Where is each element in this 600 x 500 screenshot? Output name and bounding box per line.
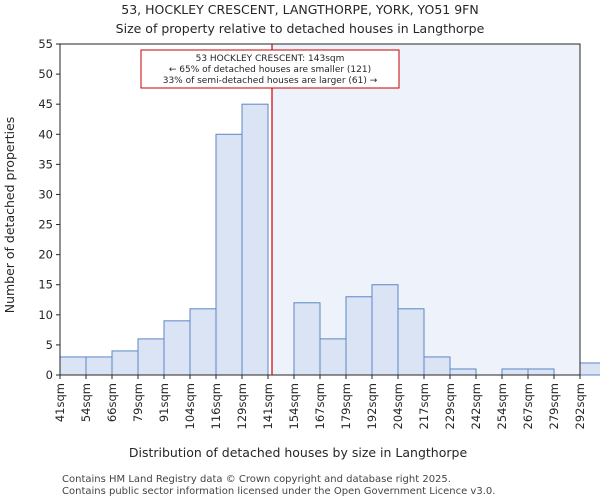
bar-267sqm bbox=[527, 368, 555, 376]
x-tick-label: 104sqm bbox=[183, 383, 197, 429]
y-tick-label: 15 bbox=[38, 278, 53, 292]
x-tick-label: 66sqm bbox=[105, 383, 119, 422]
annotation-box bbox=[140, 49, 400, 89]
x-tick-label: 91sqm bbox=[157, 383, 171, 422]
x-tick-label: 116sqm bbox=[209, 383, 223, 429]
footer-line-2: Contains public sector information licen… bbox=[62, 486, 495, 497]
x-tick-label: 229sqm bbox=[443, 383, 457, 429]
y-tick-label: 45 bbox=[38, 97, 53, 111]
x-axis-label: Distribution of detached houses by size … bbox=[129, 445, 468, 460]
x-tick-label: 141sqm bbox=[261, 383, 275, 429]
bar-217sqm bbox=[423, 356, 451, 376]
x-tick-label: 154sqm bbox=[287, 383, 301, 429]
bar-66sqm bbox=[111, 350, 139, 376]
y-tick-label: 0 bbox=[46, 368, 53, 382]
x-tick-label: 279sqm bbox=[547, 383, 561, 429]
x-tick-label: 129sqm bbox=[235, 383, 249, 429]
x-tick-label: 167sqm bbox=[313, 383, 327, 429]
bar-192sqm bbox=[371, 284, 399, 376]
x-tick-label: 267sqm bbox=[521, 383, 535, 429]
x-tick-label: 204sqm bbox=[391, 383, 405, 429]
y-tick-label: 55 bbox=[38, 37, 53, 51]
bar-129sqm bbox=[241, 103, 269, 376]
y-tick-label: 5 bbox=[46, 338, 53, 352]
bar-167sqm bbox=[319, 338, 347, 376]
x-tick-label: 54sqm bbox=[79, 383, 93, 422]
x-tick-label: 292sqm bbox=[573, 383, 587, 429]
footer-line-1: Contains HM Land Registry data © Crown c… bbox=[62, 474, 451, 485]
x-tick-label: 242sqm bbox=[469, 383, 483, 429]
y-tick-label: 20 bbox=[38, 248, 53, 262]
y-tick-label: 50 bbox=[38, 67, 53, 81]
x-tick-label: 179sqm bbox=[339, 383, 353, 429]
bar-116sqm bbox=[215, 133, 243, 376]
x-tick-label: 79sqm bbox=[131, 383, 145, 422]
bar-154sqm bbox=[293, 302, 321, 376]
y-axis-label: Number of detached properties bbox=[2, 117, 17, 314]
bar-41sqm bbox=[59, 356, 87, 376]
annotation-line-1: 53 HOCKLEY CRESCENT: 143sqm bbox=[196, 54, 345, 64]
bar-54sqm bbox=[85, 356, 113, 376]
bar-229sqm bbox=[449, 368, 477, 376]
bar-204sqm bbox=[397, 308, 425, 376]
chart-subtitle: Size of property relative to detached ho… bbox=[116, 21, 485, 36]
bar-91sqm bbox=[163, 320, 191, 376]
bar-292sqm bbox=[579, 362, 600, 376]
y-tick-label: 10 bbox=[38, 308, 53, 322]
x-tick-label: 217sqm bbox=[417, 383, 431, 429]
bar-179sqm bbox=[345, 296, 373, 376]
y-tick-label: 30 bbox=[38, 187, 53, 201]
y-tick-label: 35 bbox=[38, 157, 53, 171]
annotation-line-3: 33% of semi-detached houses are larger (… bbox=[163, 76, 378, 86]
x-tick-label: 254sqm bbox=[495, 383, 509, 429]
y-tick-label: 40 bbox=[38, 127, 53, 141]
bar-104sqm bbox=[189, 308, 217, 376]
highlight-region bbox=[272, 44, 580, 375]
y-tick-label: 25 bbox=[38, 218, 53, 232]
x-tick-label: 192sqm bbox=[365, 383, 379, 429]
annotation-line-2: ← 65% of detached houses are smaller (12… bbox=[169, 65, 371, 75]
x-tick-label: 41sqm bbox=[53, 383, 67, 422]
bar-79sqm bbox=[137, 338, 165, 376]
bar-254sqm bbox=[501, 368, 529, 376]
chart-title: 53, HOCKLEY CRESCENT, LANGTHORPE, YORK, … bbox=[121, 2, 478, 17]
